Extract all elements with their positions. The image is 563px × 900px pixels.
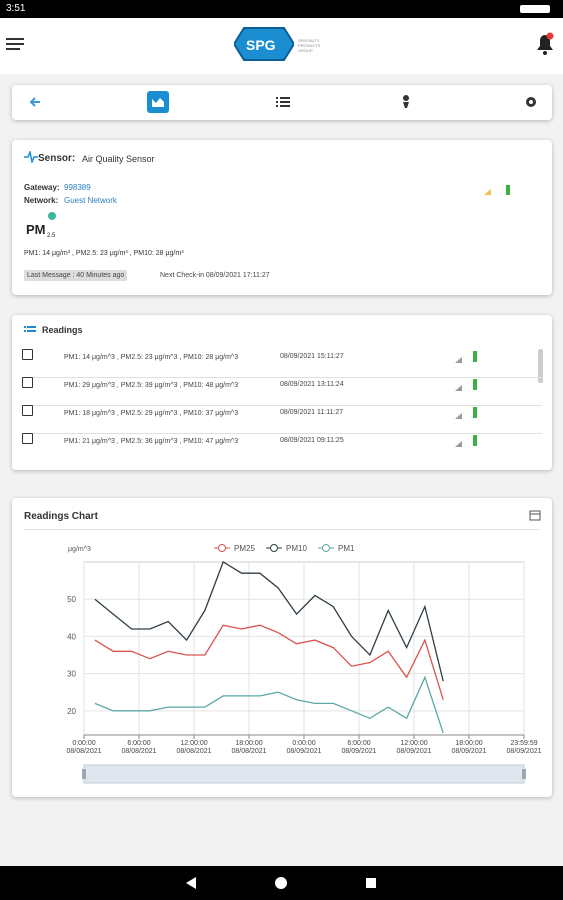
nav-recent[interactable] — [366, 878, 376, 888]
toolbar — [12, 85, 552, 120]
row-battery — [473, 435, 477, 446]
status-icons — [520, 5, 550, 13]
readings-title: Readings — [42, 325, 83, 335]
x-tick-label: 18:00:00 08/08/2021 — [231, 740, 267, 755]
x-tick-label: 0:00:00 08/08/2021 — [66, 740, 102, 755]
nav-home[interactable] — [275, 877, 287, 889]
nav-back[interactable] — [186, 877, 196, 889]
row-divider — [32, 405, 542, 406]
reading-values: PM1: 14 μg/m^3 , PM2.5: 23 μg/m^3 , PM10… — [64, 354, 239, 361]
last-message: Last Message : 40 Minutes ago — [24, 270, 128, 281]
notifications[interactable] — [534, 32, 556, 56]
sensor-name: Air Quality Sensor — [82, 154, 155, 164]
data-line — [94, 561, 444, 682]
gateway-label: Gateway: — [24, 183, 60, 192]
y-tick-label: 20 — [67, 707, 76, 716]
x-tick-label: 6:00:00 08/08/2021 — [121, 740, 157, 755]
row-signal — [455, 441, 462, 447]
row-signal — [455, 357, 462, 363]
readings-card: Readings PM1: 14 μg/m^3 , PM2.5: 23 μg/m… — [12, 315, 552, 470]
reading-values: PM1: 29 μg/m^3 , PM2.5: 39 μg/m^3 , PM10… — [64, 382, 239, 389]
data-line — [94, 624, 444, 700]
legend-label: PM25 — [234, 544, 255, 553]
row-icon — [22, 433, 33, 444]
row-signal — [455, 385, 462, 391]
legend-marker — [322, 544, 330, 552]
slider-handle-right — [522, 769, 526, 779]
pulse-icon — [24, 151, 38, 163]
clock: 3:51 — [6, 3, 26, 14]
logo: SPG — [246, 37, 276, 53]
legend-marker — [270, 544, 278, 552]
reading-time: 08/09/2021 15:11:27 — [280, 353, 344, 360]
zoom-slider — [83, 764, 525, 784]
row-battery — [473, 351, 477, 362]
y-tick-label: 30 — [67, 670, 76, 679]
divider — [24, 529, 540, 530]
status-bar: 3:51 — [0, 0, 563, 18]
legend-label: PM10 — [286, 544, 307, 553]
y-tick-label: 50 — [67, 595, 76, 604]
network-label: Network: — [24, 196, 59, 205]
x-tick-label: 12:00:00 08/08/2021 — [176, 740, 212, 755]
x-tick-label: 12:00:00 08/09/2021 — [396, 740, 432, 755]
app-header: SPG SPECIALTY PRODUCTS GROUP — [0, 18, 563, 74]
network-link[interactable]: Guest Network — [64, 196, 117, 205]
gateway-link[interactable]: 998389 — [64, 183, 91, 192]
menu-button[interactable] — [6, 36, 26, 52]
reading-values: PM1: 21 μg/m^3 , PM2.5: 36 μg/m^3 , PM10… — [64, 438, 239, 445]
slider-handle-left — [82, 769, 86, 779]
pm-icon: PM — [26, 222, 46, 237]
x-tick-label: 0:00:00 08/09/2021 — [286, 740, 322, 755]
x-tick-label: 18:00:00 08/09/2021 — [451, 740, 487, 755]
next-checkin: Next Check-in 08/09/2021 17:11:27 — [160, 272, 270, 279]
reading-time: 08/09/2021 09:11:25 — [280, 437, 344, 444]
latest-reading: PM1: 14 μg/m³ , PM2.5: 23 μg/m³ , PM10: … — [24, 250, 184, 257]
legend-label: PM1 — [338, 544, 355, 553]
row-icon — [22, 349, 33, 360]
scrollbar[interactable] — [538, 349, 543, 383]
reading-time: 08/09/2021 11:11:27 — [280, 409, 344, 416]
row-divider — [32, 433, 542, 434]
location-tab[interactable] — [400, 94, 412, 110]
calendar-button[interactable] — [529, 509, 541, 521]
signal-battery — [484, 185, 510, 195]
list-tab[interactable] — [276, 96, 290, 108]
row-icon — [22, 377, 33, 388]
pm-icon-sub: 2.5 — [47, 233, 56, 239]
row-battery — [473, 407, 477, 418]
settings-tab[interactable] — [524, 95, 538, 109]
pm-icon-dot — [48, 212, 56, 220]
row-icon — [22, 405, 33, 416]
nav-bar — [0, 866, 563, 900]
legend-marker — [218, 544, 226, 552]
back-button[interactable] — [28, 96, 42, 108]
chart-tab[interactable] — [147, 91, 169, 113]
row-divider — [32, 377, 542, 378]
y-tick-label: 40 — [67, 632, 76, 641]
readings-icon — [24, 326, 36, 332]
reading-values: PM1: 18 μg/m^3 , PM2.5: 29 μg/m^3 , PM10… — [64, 410, 239, 417]
logo-subtitle: SPECIALTY PRODUCTS GROUP — [298, 38, 321, 53]
sensor-label: Sensor: — [38, 153, 76, 164]
chart-title: Readings Chart — [24, 511, 98, 522]
x-tick-label: 23:59:59 08/09/2021 — [506, 740, 542, 755]
data-line — [94, 675, 444, 734]
x-tick-label: 6:00:00 08/09/2021 — [341, 740, 377, 755]
row-battery — [473, 379, 477, 390]
logo-badge — [234, 27, 294, 61]
reading-time: 08/09/2021 13:11:24 — [280, 381, 344, 388]
y-axis-label: μg/m^3 — [68, 546, 91, 553]
row-signal — [455, 413, 462, 419]
sensor-card: Sensor: Air Quality Sensor Gateway: 9983… — [12, 140, 552, 295]
